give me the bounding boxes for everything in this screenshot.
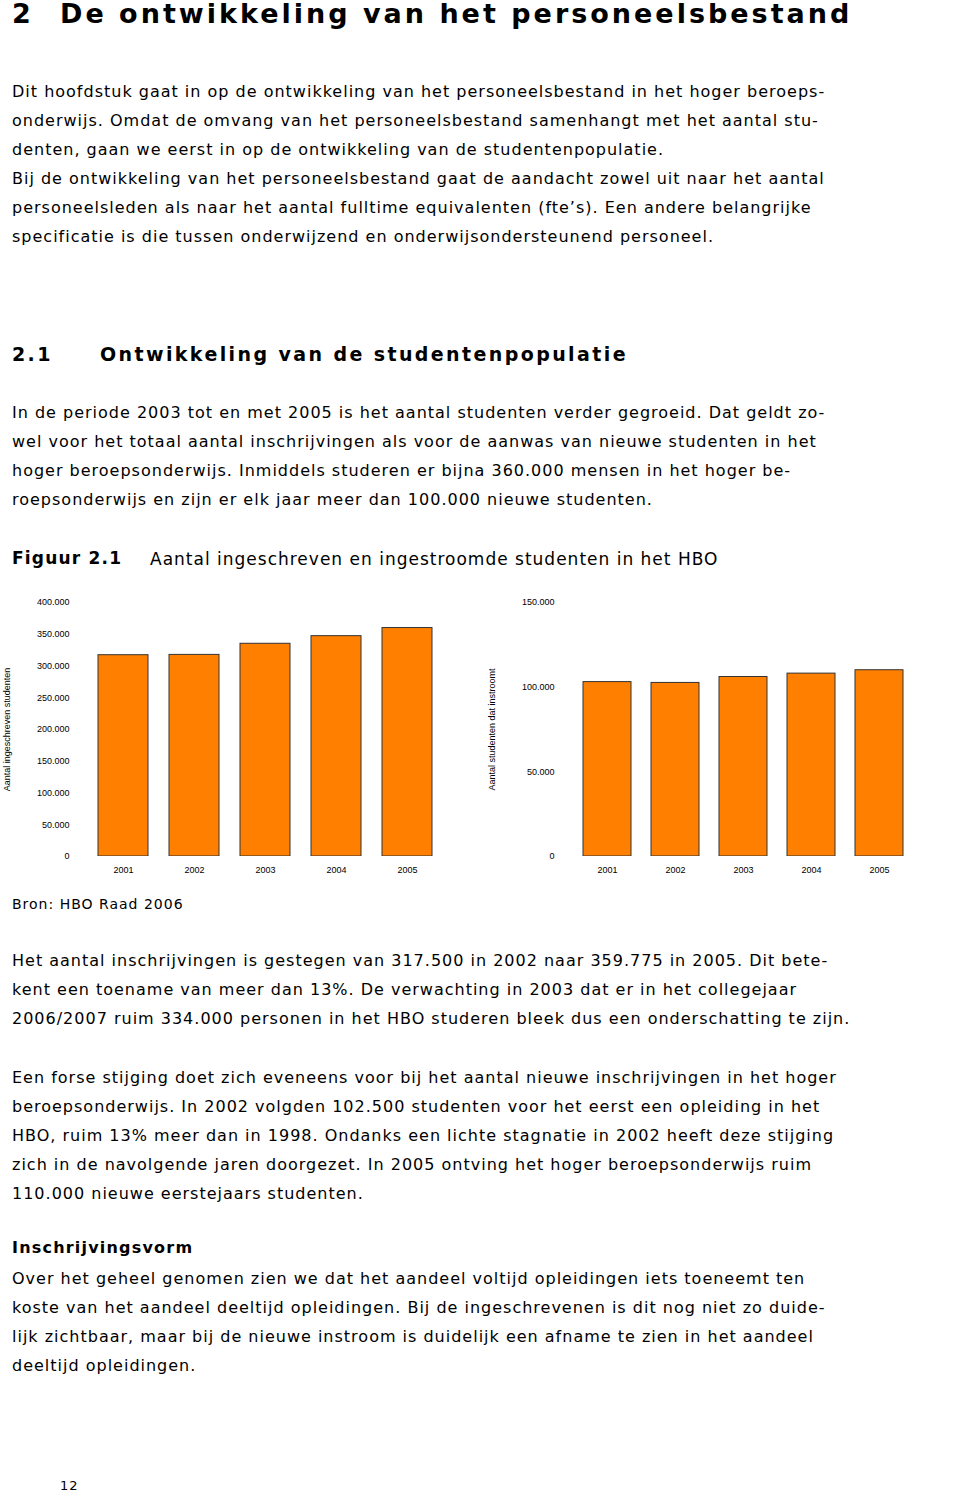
svg-text:50.000: 50.000 xyxy=(527,767,555,777)
svg-text:2001: 2001 xyxy=(113,865,133,875)
svg-text:150.000: 150.000 xyxy=(37,756,70,766)
html-text:Figuur 2.1: Figuur 2.1 xyxy=(12,548,123,568)
svg-text:100.000: 100.000 xyxy=(37,788,70,798)
html-text:Bron: HBO Raad 2006: Bron: HBO Raad 2006 xyxy=(12,896,184,912)
svg-text:150.000: 150.000 xyxy=(522,597,555,607)
svg-text:400.000: 400.000 xyxy=(37,597,70,607)
svg-text:2004: 2004 xyxy=(326,865,346,875)
html-text:kent een toename van meer dan: kent een toename van meer dan 13%. De ve… xyxy=(12,980,797,999)
html-text:Het aantal inschrijvingen is g: Het aantal inschrijvingen is gestegen va… xyxy=(12,951,829,970)
html-text:Een forse stijging doet zich e: Een forse stijging doet zich eveneens vo… xyxy=(12,1068,837,1087)
svg-text:2005: 2005 xyxy=(397,865,417,875)
html-text:12: 12 xyxy=(60,1478,79,1493)
svg-text:50.000: 50.000 xyxy=(42,820,70,830)
svg-text:250.000: 250.000 xyxy=(37,693,70,703)
svg-text:2002: 2002 xyxy=(184,865,204,875)
html-text:deeltijd opleidingen.: deeltijd opleidingen. xyxy=(12,1356,197,1375)
html-text:zich in de navolgende jaren do: zich in de navolgende jaren doorgezet. I… xyxy=(12,1155,812,1174)
html-text:110.000 nieuwe eerstejaars stu: 110.000 nieuwe eerstejaars studenten. xyxy=(12,1184,364,1203)
html-text:lijk zichtbaar, maar bij de ni: lijk zichtbaar, maar bij de nieuwe instr… xyxy=(12,1327,814,1346)
html-text:beroepsonderwijs. In 2002 volg: beroepsonderwijs. In 2002 volgden 102.50… xyxy=(12,1097,821,1116)
html-text:personeelsleden als naar het a: personeelsleden als naar het aantal full… xyxy=(12,198,812,217)
html-text:wel voor het totaal aantal ins: wel voor het totaal aantal inschrijvinge… xyxy=(12,432,817,451)
html-text:HBO, ruim 13% meer dan in 1998: HBO, ruim 13% meer dan in 1998. Ondanks … xyxy=(12,1126,834,1145)
svg-text:2002: 2002 xyxy=(665,865,685,875)
svg-text:2005: 2005 xyxy=(869,865,889,875)
html-text:Inschrijvingsvorm: Inschrijvingsvorm xyxy=(12,1238,194,1257)
html-text:Ontwikkeling van de studentenp: Ontwikkeling van de studentenpopulatie xyxy=(100,343,628,365)
svg-text:2003: 2003 xyxy=(255,865,275,875)
html-text:Bij de ontwikkeling van het pe: Bij de ontwikkeling van het personeelsbe… xyxy=(12,169,825,188)
svg-text:350.000: 350.000 xyxy=(37,629,70,639)
html-text:Dit hoofdstuk gaat in op de on: Dit hoofdstuk gaat in op de ontwikkeling… xyxy=(12,82,826,101)
html-text:Over het geheel genomen zien w: Over het geheel genomen zien we dat het … xyxy=(12,1269,806,1288)
svg-text:300.000: 300.000 xyxy=(37,661,70,671)
svg-text:0: 0 xyxy=(549,851,554,861)
svg-text:100.000: 100.000 xyxy=(522,682,555,692)
html-text:Aantal ingeschreven en ingestr: Aantal ingeschreven en ingestroomde stud… xyxy=(150,549,719,569)
svg-text:2001: 2001 xyxy=(597,865,617,875)
html-text:specificatie is die tussen ond: specificatie is die tussen onderwijzend … xyxy=(12,227,714,246)
html-text:onderwijs. Omdat de omvang van: onderwijs. Omdat de omvang van het perso… xyxy=(12,111,819,130)
svg-text:2003: 2003 xyxy=(733,865,753,875)
svg-text:200.000: 200.000 xyxy=(37,724,70,734)
svg-text:Aantal ingeschreven studenten: Aantal ingeschreven studenten xyxy=(2,668,12,792)
html-text:In de periode 2003 tot en met: In de periode 2003 tot en met 2005 is he… xyxy=(12,403,826,422)
html-text:roepsonderwijs en zijn er elk: roepsonderwijs en zijn er elk jaar meer … xyxy=(12,490,653,509)
html-text:denten, gaan we eerst in op de: denten, gaan we eerst in op de ontwikkel… xyxy=(12,140,664,159)
html-text:hoger beroepsonderwijs. Inmidd: hoger beroepsonderwijs. Inmiddels studer… xyxy=(12,461,792,480)
svg-text:2004: 2004 xyxy=(801,865,821,875)
html-text:koste van het aandeel deeltijd: koste van het aandeel deeltijd opleiding… xyxy=(12,1298,826,1317)
html-text:2.1: 2.1 xyxy=(12,343,53,365)
html-text:2006/2007 ruim 334.000 persone: 2006/2007 ruim 334.000 personen in het H… xyxy=(12,1009,851,1028)
svg-text:0: 0 xyxy=(64,851,69,861)
svg-text:Aantal studenten dat instroomt: Aantal studenten dat instroomt xyxy=(487,668,497,791)
